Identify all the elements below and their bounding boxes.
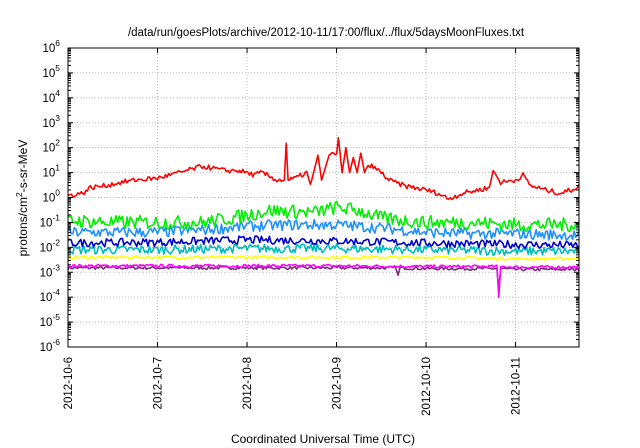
x-tick-label: 2012-10-11 (511, 357, 523, 415)
y-tick-label: 10-4 (40, 287, 61, 304)
y-tick-label: 101 (42, 163, 60, 180)
x-tick-label: 2012-10-10 (421, 357, 433, 416)
y-tick-label: 10-1 (40, 212, 61, 229)
y-tick-label: 10-6 (40, 337, 61, 354)
tick-marks (67, 47, 579, 348)
y-tick-label: 10-3 (40, 262, 61, 279)
series-line (67, 243, 580, 257)
series-group (67, 137, 580, 298)
chart-title: /data/run/goesPlots/archive/2012-10-11/1… (128, 27, 525, 39)
y-tick-label: 104 (42, 88, 60, 105)
series-line (67, 200, 580, 233)
x-tick-label: 2012-10-7 (153, 357, 165, 409)
y-axis-label: protons/cm2-s-sr-MeV (14, 140, 30, 257)
series-line (67, 263, 580, 298)
series-line (67, 265, 580, 291)
x-tick-label: 2012-10-8 (242, 357, 254, 409)
y-tick-label: 10-5 (40, 312, 61, 329)
x-tick-labels: 2012-10-6 2012-10-7 2012-10-8 2012-10-9 2012… (63, 357, 523, 416)
y-tick-label: 102 (42, 138, 60, 155)
series-line (67, 255, 580, 261)
y-tick-label: 100 (42, 188, 60, 205)
x-axis-label: Coordinated Universal Time (UTC) (231, 432, 415, 446)
series-line (67, 218, 580, 242)
y-tick-labels: 10-6 10-5 10-4 10-3 10-2 10-1 100 101 102 103 104 1… (40, 38, 61, 354)
series-line (67, 235, 580, 250)
y-tick-label: 105 (42, 63, 60, 80)
x-tick-label: 2012-10-9 (332, 357, 344, 409)
grid (67, 47, 579, 348)
series-line (67, 137, 580, 201)
y-tick-label: 10-2 (40, 237, 61, 254)
x-tick-label: 2012-10-6 (63, 357, 75, 409)
y-tick-label: 103 (42, 113, 60, 130)
y-tick-label: 106 (42, 38, 60, 55)
